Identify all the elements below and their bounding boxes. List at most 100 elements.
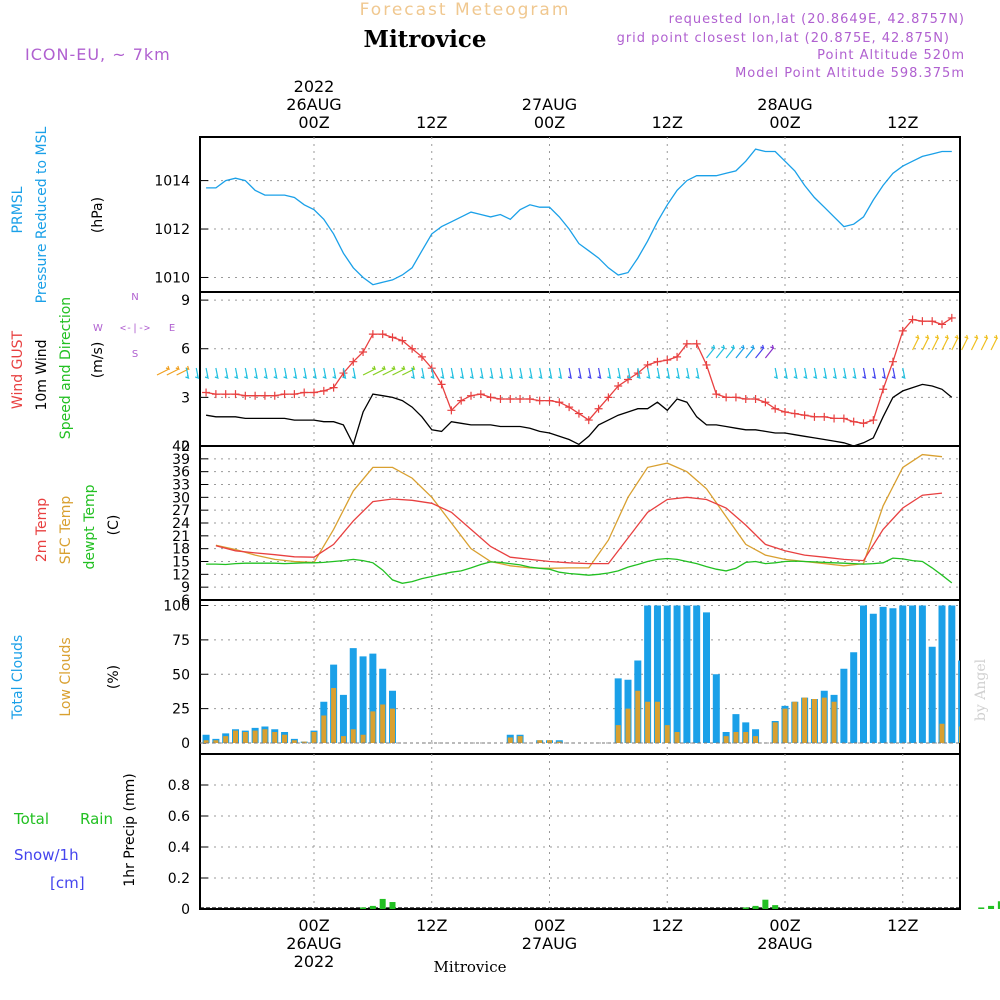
wind-gust-marker (319, 386, 328, 395)
wind-gust-marker (849, 417, 858, 426)
temp-y-tick-label: 24 (172, 516, 190, 532)
wind-gust-marker (251, 391, 260, 400)
total-cloud-bar (938, 605, 946, 743)
temp-sfc-label: SFC Temp (58, 496, 74, 565)
wind-direction-arrow (745, 344, 755, 359)
snow-unit-label: [cm] (50, 874, 85, 892)
wind-gust-marker (653, 357, 662, 366)
wind-gust-marker (800, 411, 809, 420)
wind-gust-marker (859, 419, 868, 428)
wind-direction-arrow (881, 367, 887, 379)
wind-direction-arrow (224, 367, 229, 379)
wind-direction-arrow (352, 367, 357, 379)
total-cloud-bar (948, 605, 956, 743)
low-cloud-bar (203, 740, 209, 743)
wind-direction-arrow (234, 367, 239, 379)
total-cloud-bar (673, 605, 681, 743)
clouds-unit: (%) (106, 665, 122, 689)
wind-direction-arrow (489, 367, 494, 379)
clouds-y-tick-label: 50 (172, 667, 190, 683)
clouds-y-tick-label: 100 (163, 599, 190, 615)
wind-gust-marker (594, 404, 603, 413)
rain-bar (360, 907, 367, 909)
wind-direction-arrow (735, 344, 745, 359)
rain-bar (988, 905, 995, 909)
low-cloud-bar (733, 732, 739, 743)
total-cloud-bar (369, 653, 377, 743)
pressure-unit: (hPa) (90, 197, 106, 233)
rain-bar (389, 902, 396, 909)
wind-gust-marker (928, 317, 937, 326)
wind-gust-marker (888, 357, 897, 366)
wind-direction-arrow (803, 367, 808, 379)
prmsl-label: PRMSL (10, 186, 26, 233)
top-hour-label: 00Z (534, 113, 565, 132)
precip-y-tick-label: 0.6 (168, 809, 190, 825)
top-date-label: 27AUG (522, 95, 577, 114)
wind-gust-marker (202, 388, 211, 397)
wind-direction-arrow (793, 367, 798, 379)
wind-gust-marker (368, 330, 377, 339)
wind-direction-arrow (912, 334, 920, 351)
total-cloud-bar (899, 605, 907, 743)
low-cloud-bar (517, 736, 523, 743)
low-cloud-bar (321, 715, 327, 743)
temp-y-tick-label: 42 (172, 439, 190, 455)
wind-direction-arrow (656, 367, 661, 379)
compass-west: W (93, 323, 103, 334)
total-cloud-bar (644, 605, 652, 743)
prmsl-line (206, 148, 952, 286)
location-name: Mitrovice (363, 26, 486, 53)
wind-gust-marker (574, 409, 583, 418)
wind-direction-arrow (518, 367, 524, 379)
wind-direction-arrow (783, 367, 788, 379)
wind-gust-marker (839, 414, 848, 423)
low-cloud-bar (360, 734, 366, 743)
wind-direction-arrow (636, 367, 641, 379)
wind-direction-arrow (980, 334, 989, 351)
wind-gust-marker (270, 391, 279, 400)
bottom-date-label: 26AUG (286, 934, 341, 953)
wind-direction-arrow (499, 367, 504, 379)
wind-gust-marker (869, 416, 878, 425)
wind-gust-marker (516, 394, 525, 403)
wind-gust-marker (751, 394, 760, 403)
low-cloud-bar (311, 732, 317, 743)
wind-direction-arrow (469, 367, 474, 379)
low-cloud-bar (792, 701, 798, 743)
wind-direction-arrow (832, 367, 838, 379)
total-cloud-bar (889, 608, 897, 743)
total-cloud-bar (703, 612, 710, 743)
top-hour-label: 12Z (887, 113, 918, 132)
total-cloud-bar (614, 678, 622, 743)
wind-direction-arrow (509, 367, 514, 379)
top-hour-label: 00Z (298, 113, 329, 132)
bottom-hour-label: 12Z (652, 916, 683, 935)
total-cloud-bar (653, 605, 661, 743)
compass-east: E (169, 323, 175, 334)
wind-direction-arrow (755, 344, 765, 359)
temp-y-tick-label: 33 (172, 478, 190, 494)
wind-direction-arrow (283, 367, 288, 379)
low-cloud-bar (537, 740, 543, 743)
wind-direction-arrow (725, 344, 736, 359)
wind-10m-label: 10m Wind (34, 339, 50, 410)
wind-gust-marker (457, 396, 466, 405)
total-cloud-bar (850, 652, 858, 743)
wind-direction-arrow (372, 365, 386, 376)
wind-direction-arrow (813, 367, 818, 379)
precip-y-tick-label: 0 (181, 902, 190, 918)
wind-gust-marker (310, 388, 318, 397)
low-cloud-bar (625, 708, 631, 743)
wind-direction-arrow (342, 367, 347, 379)
rain-bar (379, 898, 386, 909)
wind-direction-arrow (166, 365, 180, 376)
low-cloud-bar (821, 697, 827, 743)
rain-label: Rain (80, 810, 113, 828)
wind-gust-marker (722, 393, 731, 402)
wind-direction-arrow (842, 367, 847, 379)
wind-gust-marker (741, 394, 750, 403)
wind-direction-arrow (577, 367, 582, 379)
